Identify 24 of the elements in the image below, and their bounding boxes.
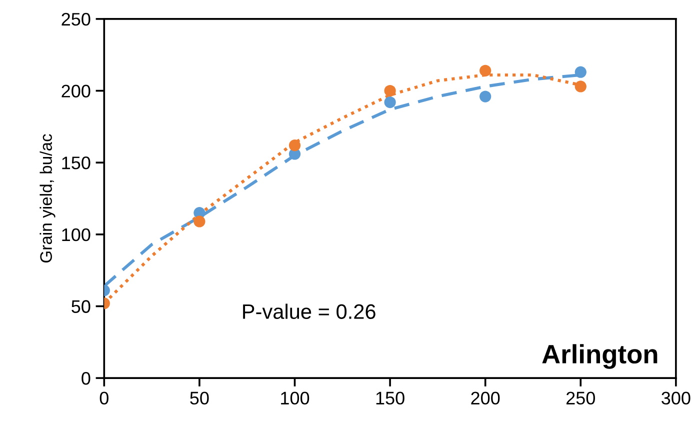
- y-axis-title: Grain yield, bu/ac: [40, 134, 56, 263]
- point: [384, 96, 396, 108]
- annotation: P-value = 0.26: [243, 304, 376, 320]
- y-tick-label: 200: [62, 84, 90, 98]
- y-tick-label: 250: [62, 12, 90, 26]
- x-tick-label: 150: [376, 392, 404, 405]
- x-tick-label: 200: [471, 392, 500, 405]
- point: [574, 80, 586, 92]
- annotation: Arlington: [542, 344, 658, 369]
- point: [288, 140, 301, 152]
- y-tick-label: 0: [82, 372, 90, 385]
- x-tick-label: 250: [566, 392, 595, 405]
- point: [574, 66, 586, 78]
- point: [194, 216, 206, 228]
- y-tick-label: 50: [72, 300, 90, 313]
- y-tick-label: 100: [62, 228, 90, 242]
- x-tick-label: 50: [190, 392, 209, 405]
- point: [480, 64, 492, 76]
- y-tick-label: 150: [62, 156, 90, 170]
- x-tick-label: 100: [281, 392, 310, 405]
- x-tick-label: 300: [662, 392, 690, 405]
- x-tick-label: 0: [100, 392, 108, 405]
- point: [384, 84, 396, 97]
- point: [480, 90, 492, 102]
